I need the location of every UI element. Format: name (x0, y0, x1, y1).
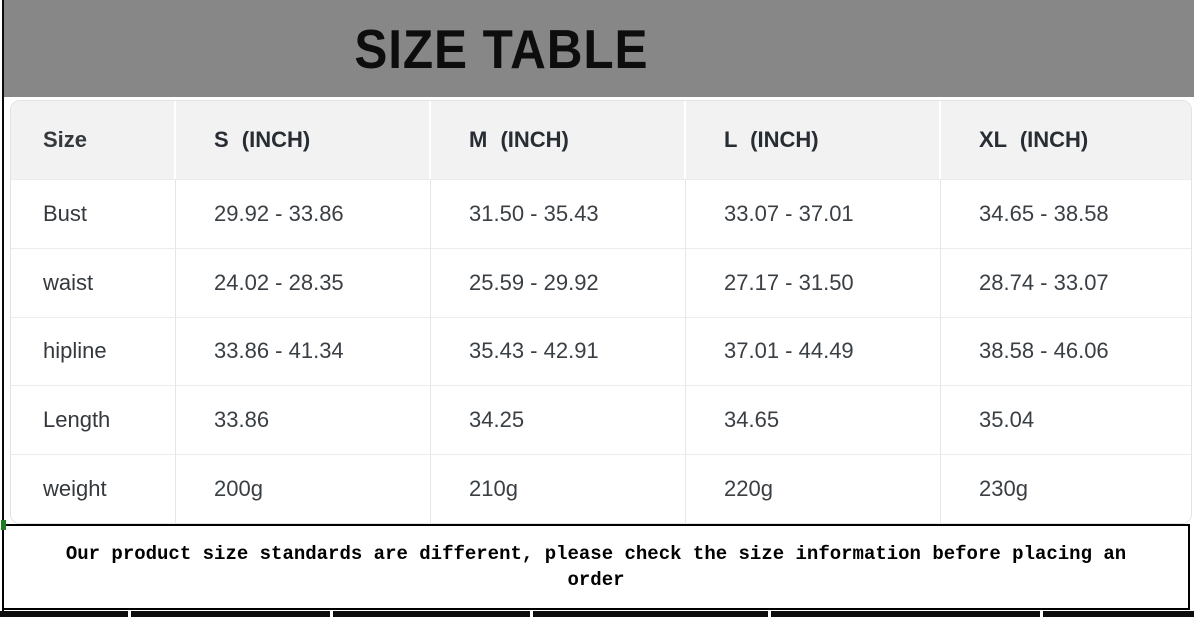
row-label-length: Length (11, 385, 176, 455)
table-cell: 29.92 - 33.86 (176, 179, 431, 248)
bottom-dashed-border (0, 611, 1194, 617)
table-cell: 230g (941, 454, 1191, 523)
column-header-l-inch: L (INCH) (686, 101, 941, 179)
table-cell: 200g (176, 454, 431, 523)
row-label-hipline: hipline (11, 316, 176, 386)
table-cell: 35.43 - 42.91 (431, 316, 686, 386)
column-header-m-inch: M (INCH) (431, 101, 686, 179)
bottom-dash (533, 611, 768, 617)
table-cell: 33.86 - 41.34 (176, 316, 431, 386)
table-cell: 38.58 - 46.06 (941, 316, 1191, 386)
size-table-grid: Size S (INCH) M (INCH) L (INCH) XL (INCH) Bus… (11, 101, 1191, 523)
table-cell: 220g (686, 454, 941, 523)
bottom-dash (131, 611, 330, 617)
table-cell: 210g (431, 454, 686, 523)
bottom-dash (771, 611, 1040, 617)
left-edge-line (2, 0, 4, 617)
table-cell: 24.02 - 28.35 (176, 247, 431, 317)
column-header-xl-inch: XL (INCH) (941, 101, 1191, 179)
table-cell: 34.65 (686, 385, 941, 455)
corner-artifact (1, 520, 6, 530)
table-cell: 35.04 (941, 385, 1191, 455)
table-cell: 34.65 - 38.58 (941, 179, 1191, 248)
note-text: Our product size standards are different… (65, 543, 1127, 591)
bottom-dash (0, 611, 128, 617)
note-box: Our product size standards are different… (2, 524, 1190, 610)
table-cell: 31.50 - 35.43 (431, 179, 686, 248)
column-header-s-inch: S (INCH) (176, 101, 431, 179)
row-label-weight: weight (11, 454, 176, 523)
table-cell: 28.74 - 33.07 (941, 247, 1191, 317)
title-banner: SIZE TABLE (4, 0, 1194, 97)
page-title: SIZE TABLE (353, 17, 649, 80)
table-cell: 27.17 - 31.50 (686, 247, 941, 317)
bottom-dash (1043, 611, 1194, 617)
table-cell: 37.01 - 44.49 (686, 316, 941, 386)
row-label-waist: waist (11, 247, 176, 317)
table-cell: 33.86 (176, 385, 431, 455)
size-table-card: Size S (INCH) M (INCH) L (INCH) XL (INCH) Bus… (10, 100, 1192, 524)
column-header-size: Size (11, 101, 176, 179)
row-label-bust: Bust (11, 179, 176, 248)
table-cell: 33.07 - 37.01 (686, 179, 941, 248)
bottom-dash (333, 611, 530, 617)
table-cell: 34.25 (431, 385, 686, 455)
table-cell: 25.59 - 29.92 (431, 247, 686, 317)
